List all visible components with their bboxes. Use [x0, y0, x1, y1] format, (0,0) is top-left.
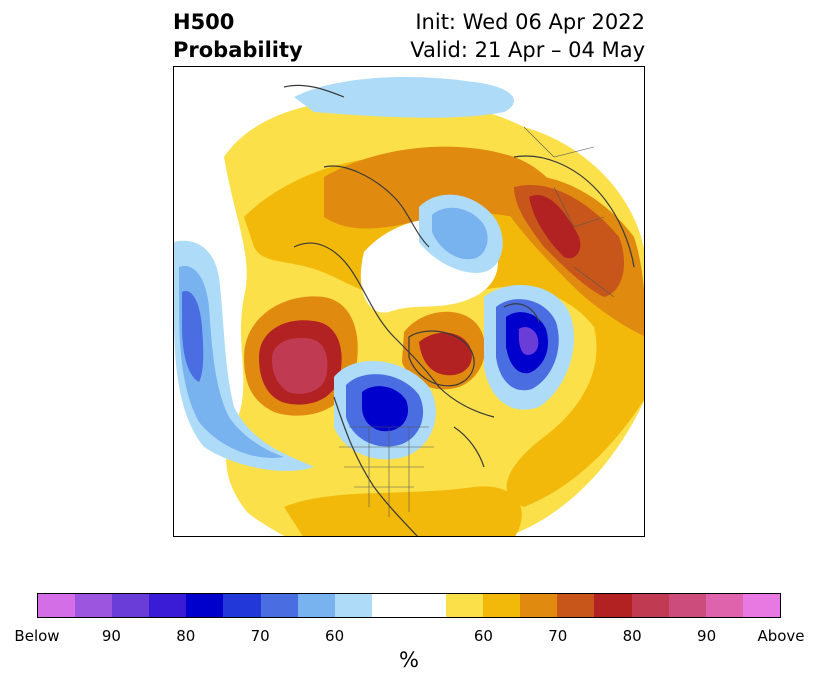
valid-range: Valid: 21 Apr – 04 May — [410, 38, 645, 62]
map-panel — [173, 66, 645, 537]
colorbar-tick-label: 90 — [101, 627, 121, 645]
date-info: Init: Wed 06 Apr 2022 Valid: 21 Apr – 04… — [410, 8, 645, 64]
above-80-east-region — [529, 195, 581, 259]
colorbar-below-seg-8 — [334, 594, 372, 617]
colorbar-below-seg-6 — [260, 594, 298, 617]
colorbar-tick-label: 70 — [250, 627, 270, 645]
colorbar-below-seg-5 — [223, 594, 261, 617]
above-pacific-core — [272, 337, 328, 394]
colorbar-below-seg-4 — [186, 594, 224, 617]
below-arctic-top — [294, 77, 514, 118]
colorbar-below-seg-2 — [112, 594, 150, 617]
colorbar-below-seg-7 — [297, 594, 335, 617]
above-70-region — [324, 146, 562, 229]
border-overlay — [339, 126, 615, 517]
variable-label: H500 — [173, 10, 235, 34]
colorbar-above-seg-2 — [520, 594, 558, 617]
colorbar-above-seg-1 — [483, 594, 521, 617]
coastline-overlay — [283, 84, 635, 536]
colorbar-tick-label: Above — [757, 627, 805, 645]
chart-title: H500 Probability — [173, 8, 303, 64]
colorbar-above-seg-3 — [557, 594, 595, 617]
below-west-pacific-core — [182, 291, 204, 382]
below-siberia-core — [432, 207, 488, 260]
colorbar-above-seg-8 — [742, 594, 780, 617]
colorbar-tick-label: 60 — [325, 627, 345, 645]
above-greenland-core — [419, 332, 472, 376]
colorbar-above-seg-4 — [594, 594, 632, 617]
colorbar-below-seg-3 — [149, 594, 187, 617]
colorbar-above-seg-7 — [705, 594, 743, 617]
colorbar-above-seg-6 — [668, 594, 706, 617]
colorbar-tick-label: 60 — [473, 627, 493, 645]
colorbar-tick-label: 80 — [622, 627, 642, 645]
colorbar-tick-label: 80 — [176, 627, 196, 645]
probability-map — [174, 77, 644, 536]
below-canada-core — [362, 386, 409, 432]
colorbar — [37, 593, 781, 618]
below-atlantic-center — [518, 327, 539, 355]
product-label: Probability — [173, 38, 303, 62]
colorbar-unit: % — [399, 648, 419, 672]
init-date: Init: Wed 06 Apr 2022 — [415, 10, 645, 34]
colorbar-tick-label: Below — [14, 627, 60, 645]
colorbar-below-seg-1 — [75, 594, 113, 617]
colorbar-above-seg-5 — [631, 594, 669, 617]
below-west-pacific-mid — [179, 266, 284, 458]
colorbar-above-seg-0 — [446, 594, 484, 617]
above-65-south-region — [284, 486, 522, 536]
colorbar-neutral-seg — [371, 594, 447, 617]
colorbar-tick-label: 70 — [548, 627, 568, 645]
colorbar-below-seg-0 — [38, 594, 76, 617]
colorbar-tick-label: 90 — [697, 627, 717, 645]
